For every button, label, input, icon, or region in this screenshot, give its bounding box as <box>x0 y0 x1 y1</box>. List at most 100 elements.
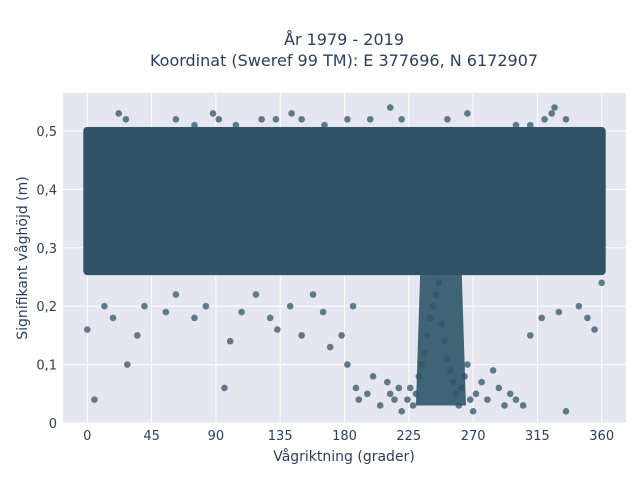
data-point <box>309 291 317 298</box>
data-point <box>321 121 328 129</box>
data-point <box>519 402 527 409</box>
x-axis-ticks: 0 45 90 135 180 225 270 315 360 <box>83 429 614 444</box>
data-point <box>122 115 130 123</box>
data-point <box>575 302 583 310</box>
data-point <box>226 337 234 345</box>
data-point <box>432 291 440 298</box>
data-point <box>438 320 445 328</box>
x-tick-label: 270 <box>461 429 486 444</box>
data-point <box>591 326 598 333</box>
data-point <box>415 372 423 380</box>
data-point <box>449 378 457 386</box>
data-point <box>215 115 223 123</box>
data-point <box>172 115 180 123</box>
data-point <box>458 384 465 392</box>
data-point <box>424 332 431 339</box>
y-tick-label: 0,1 <box>36 359 57 374</box>
data-point <box>364 390 371 398</box>
data-point <box>272 115 280 123</box>
x-tick-label: 45 <box>143 429 160 444</box>
data-point <box>191 121 198 129</box>
data-point <box>555 308 563 316</box>
data-point <box>202 302 210 310</box>
y-tick-label: 0,5 <box>36 125 57 140</box>
data-point <box>91 396 98 403</box>
data-point <box>548 110 555 117</box>
data-point <box>464 361 471 368</box>
data-point <box>584 314 591 322</box>
data-point <box>355 396 363 403</box>
data-point <box>484 396 491 403</box>
data-point <box>526 332 534 339</box>
data-point <box>412 390 420 398</box>
data-point <box>384 378 391 386</box>
data-point <box>526 121 534 129</box>
data-point <box>398 115 405 123</box>
data-point <box>109 314 117 322</box>
data-point <box>398 408 405 415</box>
data-point <box>386 390 394 398</box>
data-point <box>455 402 463 409</box>
data-point <box>209 110 217 117</box>
data-point <box>472 390 480 398</box>
x-tick-label: 225 <box>396 429 421 444</box>
data-point <box>391 396 398 403</box>
y-axis-ticks: 0 0,1 0,2 0,3 0,4 0,5 <box>36 125 57 432</box>
data-point <box>452 390 460 398</box>
y-tick-label: 0,3 <box>36 242 57 257</box>
data-point <box>191 314 198 322</box>
data-point <box>298 115 305 123</box>
dense-point-band <box>83 126 606 276</box>
data-point <box>489 367 497 374</box>
data-point <box>421 349 428 357</box>
x-tick-label: 315 <box>525 429 550 444</box>
x-tick-label: 360 <box>589 429 614 444</box>
data-point <box>319 308 327 316</box>
y-tick-label: 0 <box>49 417 57 432</box>
data-point <box>162 308 170 316</box>
data-point <box>598 279 606 287</box>
data-point <box>115 110 123 117</box>
title-line-2: Koordinat (Sweref 99 TM): E 377696, N 61… <box>150 51 538 70</box>
data-point <box>298 332 305 339</box>
y-axis-title: Signifikant våghöjd (m) <box>14 176 31 339</box>
y-tick-label: 0,2 <box>36 300 57 315</box>
data-point <box>352 384 360 392</box>
data-point <box>83 326 91 333</box>
data-point <box>366 115 374 123</box>
data-point <box>386 104 394 111</box>
chart-title: År 1979 - 2019 Koordinat (Sweref 99 TM):… <box>150 30 538 70</box>
data-point <box>344 361 351 368</box>
data-point <box>376 402 384 409</box>
x-tick-label: 180 <box>332 429 357 444</box>
data-point <box>501 402 508 409</box>
data-point <box>172 291 180 298</box>
data-point <box>288 110 295 117</box>
data-point <box>134 332 141 339</box>
data-point <box>344 115 351 123</box>
data-points <box>83 104 606 415</box>
x-tick-label: 90 <box>208 429 225 444</box>
dense-point-funnel <box>415 271 466 406</box>
data-point <box>469 408 477 415</box>
x-tick-label: 135 <box>268 429 293 444</box>
data-point <box>409 402 417 409</box>
data-point <box>395 384 403 392</box>
data-point <box>464 110 471 117</box>
data-point <box>562 115 570 123</box>
data-point <box>435 279 443 287</box>
data-point <box>141 302 148 310</box>
data-point <box>286 302 294 310</box>
data-point <box>238 308 245 316</box>
data-point <box>369 372 377 380</box>
data-point <box>326 343 334 351</box>
data-point <box>444 115 451 123</box>
data-point <box>541 115 548 123</box>
data-point <box>506 390 514 398</box>
data-point <box>338 332 345 339</box>
data-point <box>349 302 357 310</box>
x-axis-title: Vågriktning (grader) <box>273 448 415 465</box>
x-tick-label: 0 <box>83 429 91 444</box>
data-point <box>232 121 240 129</box>
